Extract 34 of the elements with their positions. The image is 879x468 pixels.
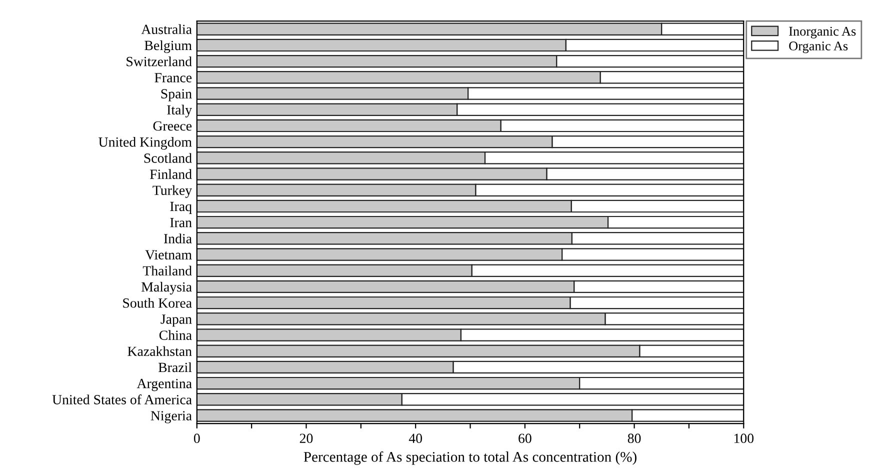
y-tick-label: Iran xyxy=(170,218,192,228)
y-tick-label: Scotland xyxy=(144,153,192,163)
y-tick-label: Vietnam xyxy=(145,250,192,260)
x-axis-title: Percentage of As speciation to total As concentration (%) xyxy=(304,451,636,465)
y-tick-label: India xyxy=(164,234,192,244)
y-tick-label: Italy xyxy=(167,104,192,118)
y-tick-label: Greece xyxy=(153,121,192,131)
x-tick-label: 40 xyxy=(408,434,422,444)
y-tick-label: United Kingdom xyxy=(98,136,192,150)
y-tick-label: Belgium xyxy=(144,40,192,54)
y-tick-label: Finland xyxy=(150,169,192,179)
x-tick-label: 20 xyxy=(300,434,313,444)
x-tick-label: 80 xyxy=(628,434,641,444)
y-tick-label: Thailand xyxy=(142,266,192,276)
y-tick-label: China xyxy=(159,330,192,340)
y-tick-label: Turkey xyxy=(152,185,192,198)
y-tick-label: Japan xyxy=(160,314,192,327)
legend-label: Inorganic As xyxy=(789,26,856,38)
y-tick-label: Argentina xyxy=(136,378,192,392)
x-tick-label: 60 xyxy=(518,434,532,444)
y-tick-label: Malaysia xyxy=(142,282,192,295)
x-tick-label: 100 xyxy=(734,434,754,444)
y-tick-label: Spain xyxy=(161,89,192,102)
y-tick-label: France xyxy=(154,73,192,82)
y-tick-label: Brazil xyxy=(158,362,192,372)
y-tick-label: United States of America xyxy=(52,394,192,404)
y-tick-label: Switzerland xyxy=(126,56,192,66)
y-tick-label: Australia xyxy=(141,24,192,34)
x-tick-label: 0 xyxy=(194,434,200,444)
y-tick-label: South Korea xyxy=(123,298,192,308)
y-tick-label: Nigeria xyxy=(150,411,192,424)
y-tick-label: Iraq xyxy=(170,202,192,214)
legend-label: Organic As xyxy=(789,42,848,54)
y-tick-label: Kazakhstan xyxy=(128,346,192,356)
